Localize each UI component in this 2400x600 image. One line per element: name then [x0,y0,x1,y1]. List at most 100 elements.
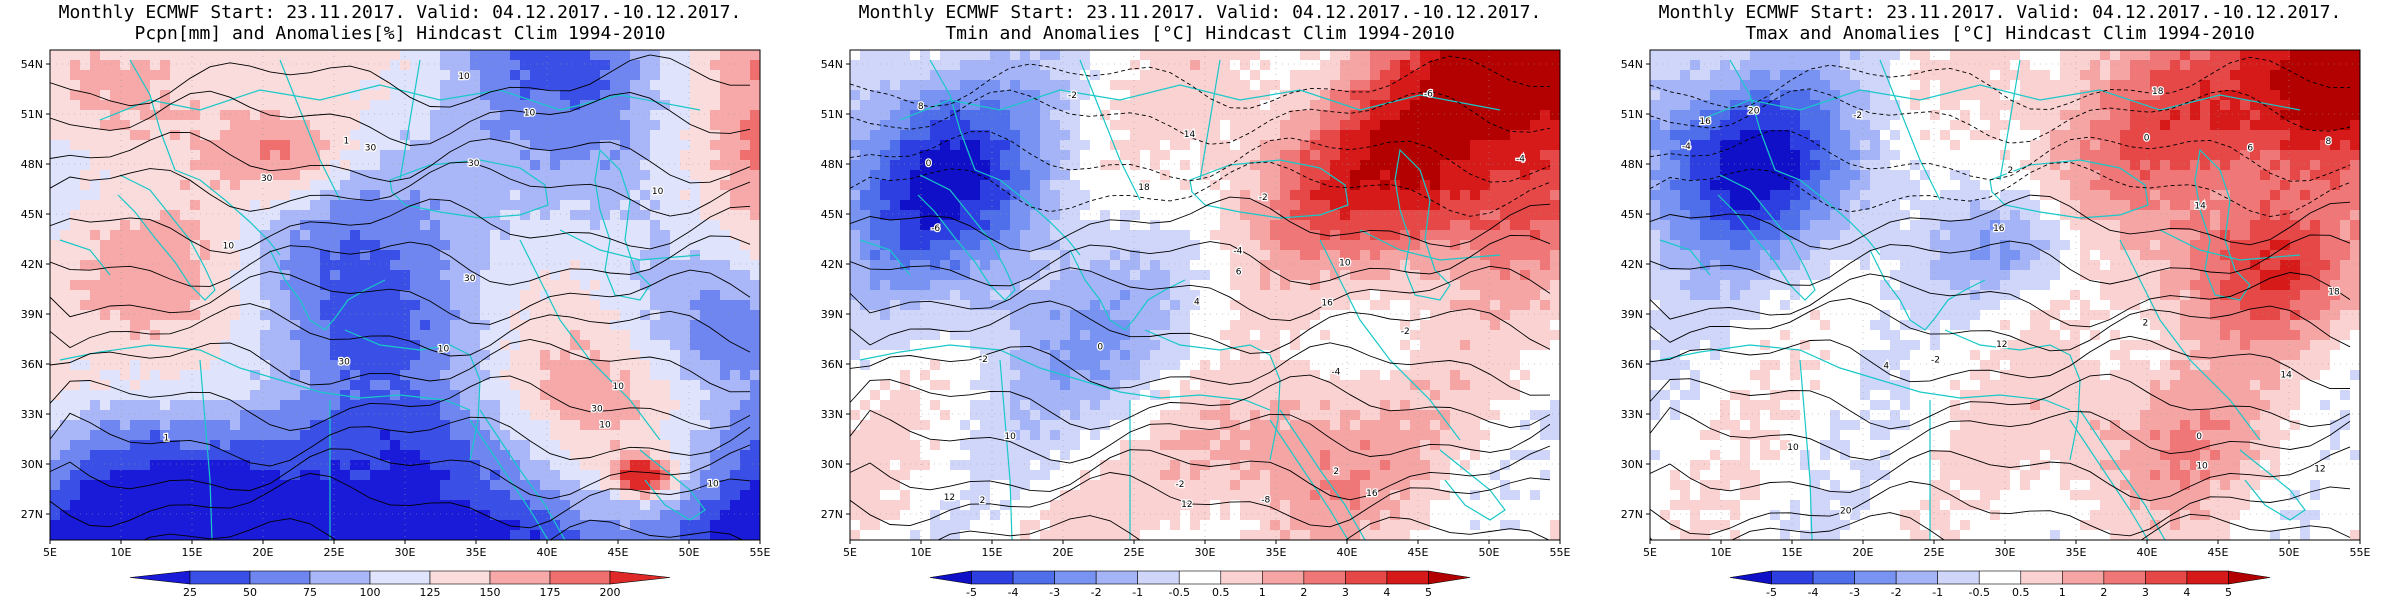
contour-label: 0 [2144,134,2150,144]
contour-label: 20 [1840,506,1852,516]
contour-label: 30 [468,159,480,169]
lon-tick-label: 45E [1408,546,1429,559]
contour-label: 10 [707,480,719,490]
colorbar-segment [1095,570,1138,585]
lon-tick-label: 20E [1853,546,1874,559]
colorbar-segment [369,570,431,585]
colorbar-segment [1937,570,1980,585]
lon-tick-label: 15E [182,546,203,559]
contour-lines [50,54,751,540]
lon-tick-label: 40E [537,546,558,559]
contour-label: 0 [1097,343,1103,353]
lat-tick-label: 33N [1621,408,1643,421]
contour-label: -6 [931,224,940,234]
contour-label: -4 [1331,368,1340,378]
colorbar-label: 200 [600,586,621,599]
contour-label: -2 [1068,91,1077,101]
panel-title-line1: Monthly ECMWF Start: 23.11.2017. Valid: … [1658,2,2342,23]
colorbar-segment [129,570,191,585]
lat-tick-label: 33N [821,408,843,421]
contour-label: -2 [979,355,988,365]
lat-tick-label: 51N [21,108,43,121]
lon-tick-label: 25E [1924,546,1945,559]
lat-tick-label: 30N [1621,458,1643,471]
contour-label: -8 [1261,495,1270,505]
colorbar-segment [1345,570,1388,585]
colorbar-label: -5 [1766,586,1777,599]
contour-label: 18 [2152,87,2164,97]
colorbar-segment [2062,570,2105,585]
lat-tick-label: 27N [1621,508,1643,521]
colorbar: -5 -4 -3 -2 -1 -0.5 0.5 1 2 3 4 5 [1729,570,2271,599]
contour-label: 16 [1366,489,1378,499]
lon-tick-label: 15E [982,546,1003,559]
contour-label: 12 [1996,340,2007,350]
colorbar-label: 5 [2225,586,2232,599]
contour-label: 4 [1194,298,1200,308]
contour-label: 1 [343,136,349,146]
colorbar-label: -2 [1891,586,1902,599]
contour-label: 8 [918,102,924,112]
colorbar-label: 125 [420,586,441,599]
colorbar-label: -1 [1132,586,1143,599]
contour-labels: -2 -4 -6 -4 -2 0 2 -4 -6 -2 -8 10 12 14 16 12 16 8 10 6 4 -2 1… [917,88,1527,511]
colorbar-segment [309,570,371,585]
colorbar-segment [1854,570,1897,585]
contour-label: 30 [365,143,377,153]
colorbar-segment [1054,570,1097,585]
contour-lines [1650,56,2351,540]
lat-tick-label: 39N [1621,308,1643,321]
colorbar-label: -3 [1849,586,1860,599]
colorbar-label: -0.5 [1968,586,1989,599]
lat-tick-label: 36N [21,358,43,371]
panel-tmin: Monthly ECMWF Start: 23.11.2017. Valid: … [800,0,1600,600]
lat-tick-label: 42N [821,258,843,271]
colorbar-segment [2103,570,2146,585]
colorbar-label: -1 [1932,586,1943,599]
lat-tick-label: 42N [1621,258,1643,271]
lon-tick-label: 5E [1643,546,1657,559]
contour-label: -2 [1259,193,1268,203]
contour-label: 0 [926,159,932,169]
contour-label: 2 [2142,318,2148,328]
contour-label: 30 [591,405,603,415]
colorbar-label: 50 [243,586,257,599]
lat-tick-label: 36N [1621,358,1643,371]
lon-tick-label: 5E [843,546,857,559]
contour-label: 10 [223,241,235,251]
lon-tick-label: 40E [1337,546,1358,559]
contour-label: 10 [652,187,664,197]
lat-tick-label: 30N [821,458,843,471]
lon-tick-label: 50E [2279,546,2300,559]
colorbar-segment [1895,570,1938,585]
tmin-map: -2-4-6-4-202-4-6-2-810121416121681064-21… [821,49,1571,599]
contour-label: 12 [1181,500,1192,510]
contour-label: 30 [464,274,476,284]
lat-tick-label: 48N [821,158,843,171]
colorbar-label: -0.5 [1168,586,1189,599]
contour-label: 16 [1321,299,1333,309]
contour-label: 16 [1993,224,2005,234]
contour-label: 2 [980,496,986,506]
lat-tick-label: 36N [821,358,843,371]
colorbar-label: -5 [966,586,977,599]
panel-tmax: Monthly ECMWF Start: 23.11.2017. Valid: … [1600,0,2400,600]
colorbar-label: 5 [1425,586,1432,599]
contour-label: -2 [1931,356,1940,366]
colorbar-segment [1386,570,1429,585]
lon-tick-label: 30E [1195,546,1216,559]
colorbar-segment [971,570,1014,585]
colorbar-label: 3 [1342,586,1349,599]
lat-tick-label: 30N [21,458,43,471]
contour-labels: 10 10 10 30 30 30 30 30 10 10 1 1 10 10 30 10 [162,71,720,491]
lon-tick-label: 55E [2350,546,2371,559]
contour-label: 10 [613,382,625,392]
colorbar-label: -4 [1808,586,1819,599]
colorbar-segment [189,570,251,585]
lon-tick-label: 45E [2208,546,2229,559]
colorbar-segment [549,570,611,585]
lon-tick-label: 45E [608,546,629,559]
